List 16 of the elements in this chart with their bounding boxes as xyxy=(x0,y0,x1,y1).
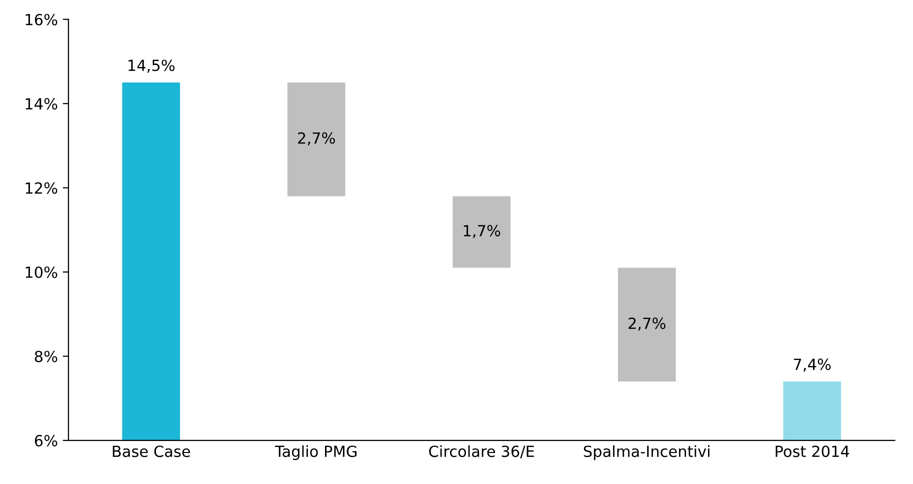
data-label: 7,4% xyxy=(794,358,831,372)
y-tick-label: 8% xyxy=(34,350,58,362)
y-tick-label: 14% xyxy=(26,98,58,110)
x-tick-label: Post 2014 xyxy=(776,446,850,458)
y-tick-label: 16% xyxy=(26,14,58,26)
x-tick-label: Taglio PMG xyxy=(274,445,356,460)
x-tick-label: Spalma-Incentivi xyxy=(584,445,710,460)
x-tick-label: Circolare 36/E xyxy=(429,445,534,458)
data-label: 2,7% xyxy=(298,132,335,146)
y-tick-label: 12% xyxy=(26,182,58,194)
data-label: 14,5% xyxy=(128,60,175,73)
y-tick-label: 10% xyxy=(26,266,58,278)
data-label: 2,7% xyxy=(628,318,666,331)
data-label: 1,7% xyxy=(464,224,500,238)
x-tick-label: Base Case xyxy=(112,446,190,458)
y-tick-label: 6% xyxy=(34,434,58,446)
